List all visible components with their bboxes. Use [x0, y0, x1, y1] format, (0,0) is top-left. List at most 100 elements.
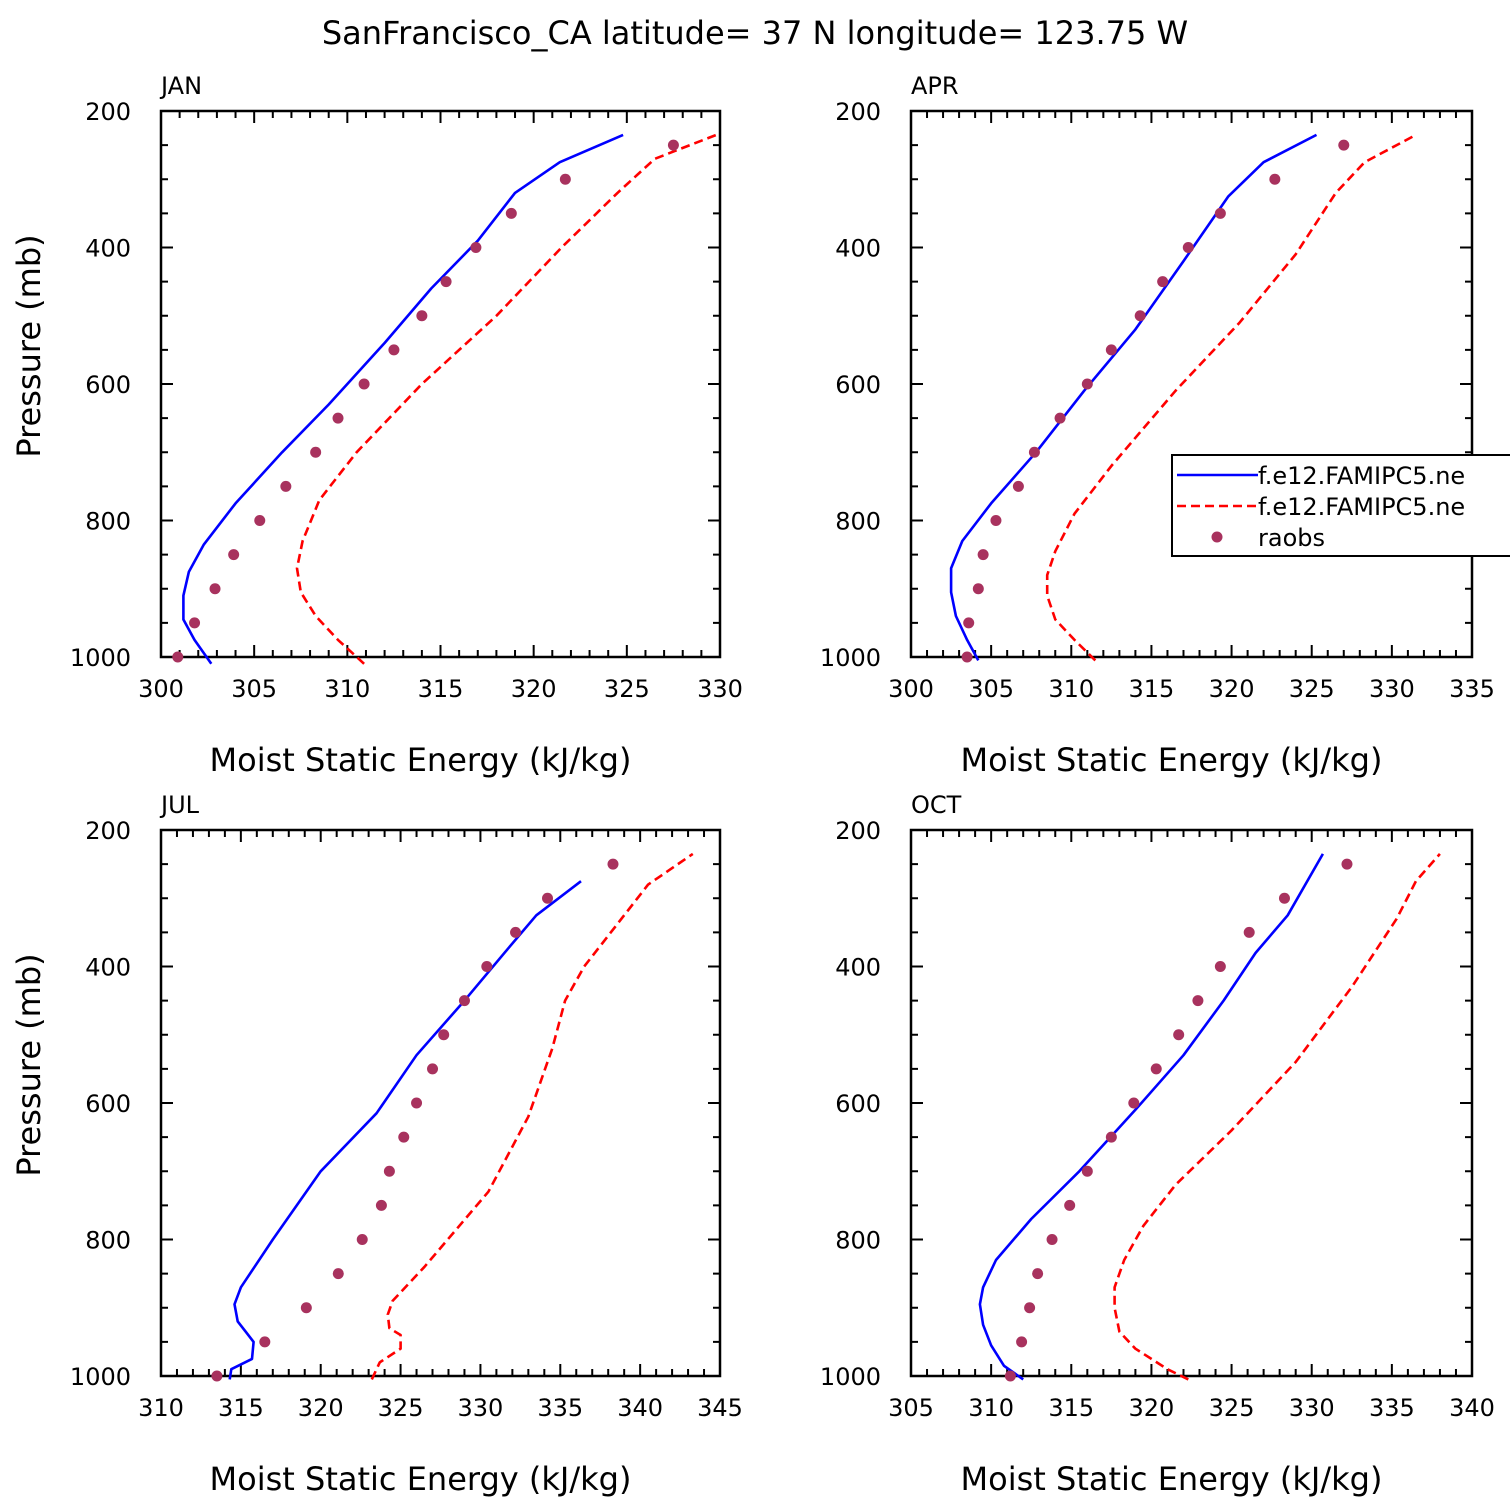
raobs-point	[963, 617, 975, 629]
raobs-point	[1269, 173, 1281, 185]
y-tick-label: 1000	[70, 644, 131, 672]
raobs-point	[211, 1370, 223, 1382]
x-tick-label: 320	[511, 675, 557, 703]
x-axis-label: Moist Static Energy (kJ/kg)	[961, 1460, 1383, 1498]
raobs-point	[1046, 1234, 1058, 1245]
panel-label: JUL	[159, 791, 200, 819]
series-line-blue-solid	[228, 880, 582, 1380]
y-tick-label: 800	[835, 508, 881, 536]
plot-frame	[159, 109, 722, 659]
y-tick-label: 800	[85, 1227, 131, 1255]
y-tick-label: 600	[85, 371, 131, 399]
plot-frame	[909, 109, 1474, 659]
series-line-red-dashed	[1113, 853, 1441, 1381]
raobs-point	[440, 276, 452, 288]
raobs-point	[189, 617, 201, 629]
x-tick-label: 325	[378, 1394, 424, 1422]
x-tick-label: 335	[1449, 675, 1495, 703]
raobs-point	[209, 583, 221, 595]
raobs-point	[1064, 1199, 1076, 1211]
panel-jul: 310 315 320 325 330 335 340 345 200 400 600 800 1000…	[10, 791, 743, 1498]
y-tick-label: 1000	[70, 1363, 131, 1391]
x-tick-label: 320	[298, 1394, 344, 1422]
x-tick-label: 325	[1289, 675, 1335, 703]
raobs-point	[1128, 1097, 1140, 1109]
raobs-point	[254, 515, 266, 526]
y-tick-label: 800	[85, 508, 131, 536]
y-axis-label: Pressure (mb)	[10, 234, 48, 457]
y-tick-label: 400	[835, 954, 881, 982]
panel-label: OCT	[911, 791, 962, 819]
x-tick-label: 310	[324, 675, 370, 703]
raobs-point	[172, 651, 184, 663]
raobs-point	[1150, 1063, 1162, 1075]
y-tick-label: 200	[835, 98, 881, 126]
raobs-point	[1278, 892, 1290, 904]
raobs-point	[388, 344, 400, 356]
raobs-point	[332, 1268, 344, 1280]
raobs-point	[1016, 1336, 1028, 1348]
legend-label: f.e12.FAMIPC5.ne	[1258, 462, 1465, 490]
raobs-point	[259, 1336, 271, 1348]
raobs-point	[1012, 480, 1024, 492]
legend-label: f.e12.FAMIPC5.ne	[1258, 493, 1465, 521]
raobs-point	[332, 412, 344, 424]
x-tick-label: 310	[1048, 675, 1094, 703]
x-tick-label: 345	[697, 1394, 743, 1422]
figure-title: SanFrancisco_CA latitude= 37 N longitude…	[322, 14, 1188, 52]
y-tick-label: 1000	[820, 644, 881, 672]
x-tick-label: 320	[1209, 675, 1255, 703]
raobs-point	[990, 515, 1002, 526]
raobs-point	[1173, 1029, 1185, 1041]
y-axis-label: Pressure (mb)	[10, 953, 48, 1176]
x-tick-label: 315	[1048, 1394, 1094, 1422]
raobs-point	[1105, 344, 1117, 356]
raobs-point	[411, 1097, 423, 1109]
raobs-point	[972, 583, 984, 595]
x-tick-label: 310	[968, 1394, 1014, 1422]
raobs-point	[1105, 1131, 1117, 1143]
raobs-point	[542, 892, 554, 904]
x-tick-label: 310	[138, 1394, 184, 1422]
plot-frame	[159, 828, 722, 1378]
raobs-point	[1081, 378, 1093, 390]
x-tick-label: 300	[138, 675, 184, 703]
y-tick-label: 400	[85, 235, 131, 263]
y-tick-label: 1000	[820, 1363, 881, 1391]
raobs-point	[1192, 995, 1204, 1007]
x-tick-label: 315	[218, 1394, 264, 1422]
x-tick-label: 330	[458, 1394, 504, 1422]
x-tick-label: 305	[888, 1394, 934, 1422]
x-tick-label: 315	[1129, 675, 1175, 703]
series-line-blue-solid	[949, 133, 1318, 662]
legend-swatch-dot	[1211, 531, 1223, 543]
x-tick-label: 335	[537, 1394, 583, 1422]
raobs-point	[1341, 858, 1353, 870]
x-tick-label: 320	[1129, 1394, 1175, 1422]
raobs-point	[416, 310, 428, 322]
series-line-red-dashed	[1045, 133, 1417, 662]
x-tick-label: 325	[604, 675, 650, 703]
raobs-point	[1081, 1165, 1093, 1177]
y-tick-label: 400	[85, 954, 131, 982]
raobs-point	[458, 995, 470, 1007]
raobs-point	[607, 858, 619, 870]
panel-jan: 300 305 310 315 320 325 330 200 400 600 800 1000 Moi…	[10, 72, 743, 779]
raobs-point	[1004, 1370, 1016, 1382]
x-tick-label: 340	[617, 1394, 663, 1422]
raobs-point	[1028, 446, 1040, 458]
legend-box	[1171, 454, 1510, 557]
raobs-point	[977, 549, 989, 561]
x-axis-label: Moist Static Energy (kJ/kg)	[210, 741, 632, 779]
x-tick-label: 305	[231, 675, 277, 703]
raobs-point	[1024, 1302, 1036, 1314]
panel-oct: 305 310 315 320 325 330 335 340 200 400 600 800 1000…	[820, 791, 1495, 1498]
raobs-point	[438, 1029, 450, 1041]
raobs-point	[356, 1234, 368, 1245]
x-tick-label: 330	[1289, 1394, 1335, 1422]
raobs-point	[510, 926, 522, 938]
x-tick-label: 330	[697, 675, 743, 703]
panel-label: JAN	[159, 72, 202, 100]
raobs-point	[383, 1165, 395, 1177]
